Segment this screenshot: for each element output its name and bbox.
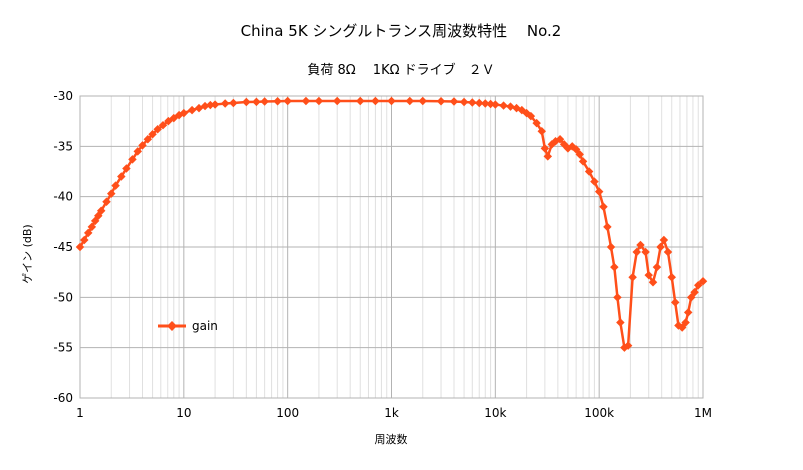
data-point <box>656 242 665 252</box>
y-tick-label: -30 <box>53 89 73 103</box>
data-point <box>475 98 484 108</box>
data-point <box>670 298 680 307</box>
data-point <box>613 293 622 302</box>
x-tick-label: 1k <box>384 406 399 420</box>
data-point <box>436 96 446 106</box>
data-point <box>138 141 147 150</box>
data-point <box>506 102 515 111</box>
data-point <box>694 281 703 290</box>
data-point <box>301 96 311 106</box>
data-point <box>283 96 292 106</box>
data-point <box>491 100 500 109</box>
data-point <box>133 147 143 156</box>
data-point <box>187 105 197 115</box>
data-point <box>252 97 261 107</box>
data-point <box>486 99 495 109</box>
data-point <box>623 341 633 350</box>
x-tick-label: 100k <box>584 406 614 420</box>
data-point <box>260 97 269 106</box>
y-axis-ticks: -30 -35 -40 -45 -50 -55 -60 <box>53 89 73 405</box>
data-point <box>468 98 477 107</box>
data-point <box>652 262 662 272</box>
data-point <box>481 99 490 108</box>
data-point <box>356 96 365 106</box>
data-point <box>206 100 215 110</box>
data-point <box>96 206 106 216</box>
data-point <box>143 135 153 144</box>
y-tick-label: -60 <box>53 391 73 405</box>
data-point <box>594 187 604 196</box>
data-point <box>153 124 162 134</box>
data-point <box>616 318 625 327</box>
data-point <box>681 318 690 327</box>
chart-subtitle: 負荷 8Ω 1KΩ ドライブ ２Ｖ <box>307 62 494 78</box>
data-point <box>540 144 550 153</box>
data-point <box>332 96 342 106</box>
data-point <box>220 99 230 108</box>
data-point <box>122 164 131 173</box>
data-point <box>418 96 427 106</box>
data-point <box>314 96 324 106</box>
y-tick-label: -50 <box>53 290 73 304</box>
data-point <box>667 272 676 282</box>
data-point <box>663 247 673 257</box>
data-point <box>459 97 469 107</box>
data-point <box>87 222 97 232</box>
y-tick-label: -35 <box>53 139 73 153</box>
legend: gain <box>158 319 218 333</box>
data-point <box>148 130 157 139</box>
data-point <box>117 172 126 181</box>
data-point <box>659 235 669 245</box>
data-point <box>698 276 708 286</box>
series-gain <box>75 96 708 352</box>
x-tick-label: 10k <box>484 406 506 420</box>
data-point <box>610 262 619 272</box>
data-point <box>690 288 699 297</box>
x-tick-label: 10 <box>176 406 191 420</box>
data-point <box>210 100 220 109</box>
data-point <box>449 97 459 106</box>
data-point <box>102 197 111 206</box>
data-point <box>628 272 637 282</box>
data-point <box>371 96 380 106</box>
data-point <box>242 97 251 107</box>
data-point <box>499 101 508 110</box>
data-point <box>107 189 116 198</box>
x-axis-label: 周波数 <box>375 433 408 446</box>
data-point <box>200 101 210 111</box>
data-point <box>603 222 612 232</box>
data-point <box>683 308 693 317</box>
x-tick-label: 1M <box>694 406 712 420</box>
data-point <box>644 270 653 280</box>
chart-title: China 5K シングルトランス周波数特性 No.2 <box>241 22 562 40</box>
data-point <box>179 108 189 118</box>
data-point <box>648 277 658 287</box>
data-point <box>80 235 89 245</box>
data-point <box>128 155 137 164</box>
y-tick-label: -55 <box>53 341 73 355</box>
data-point <box>387 96 396 106</box>
data-point <box>229 98 238 108</box>
x-tick-label: 100 <box>276 406 299 420</box>
y-tick-label: -40 <box>53 190 73 204</box>
data-point <box>599 202 608 211</box>
legend-label: gain <box>192 319 218 333</box>
data-point <box>75 242 85 252</box>
y-axis-label: ゲイン (dB) <box>21 224 34 283</box>
data-point <box>606 242 616 252</box>
data-point <box>83 228 93 238</box>
data-point <box>273 96 282 106</box>
y-tick-label: -45 <box>53 240 73 254</box>
x-tick-label: 1 <box>76 406 84 420</box>
legend-marker <box>167 321 177 331</box>
x-axis-ticks: 1 10 100 1k 10k 100k 1M <box>76 406 712 420</box>
data-point <box>405 96 415 106</box>
data-point <box>111 181 120 190</box>
